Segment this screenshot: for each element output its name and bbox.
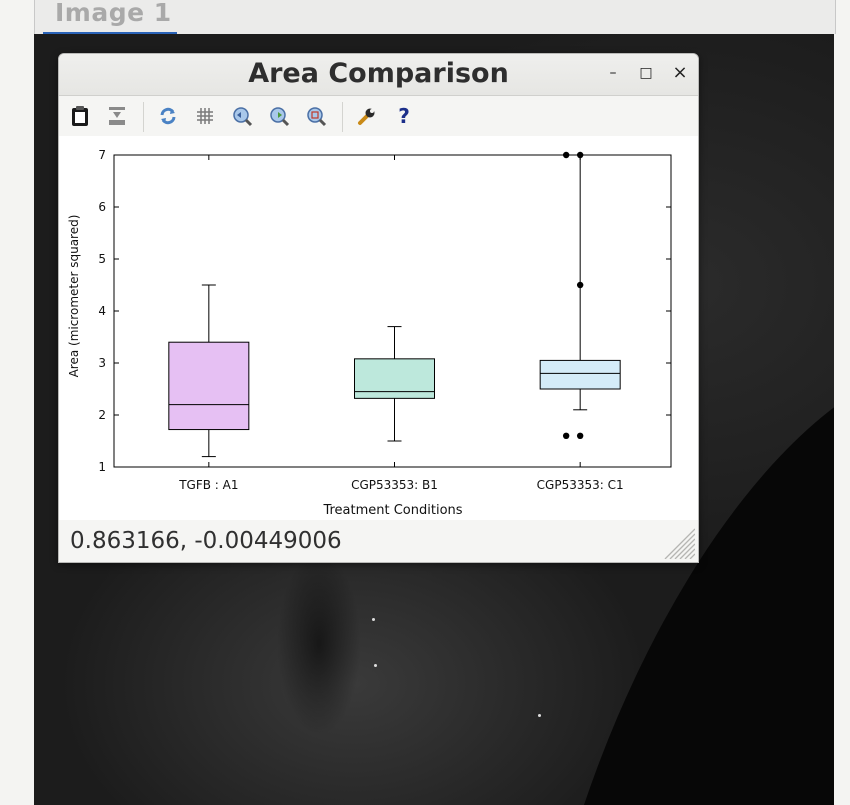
outlier-point	[562, 151, 570, 159]
help-icon: ?	[398, 104, 410, 128]
image-speck	[372, 618, 375, 621]
refresh-icon	[160, 107, 176, 125]
plot-area[interactable]: 1 2 3 4 5 6 7 TGFB : A1 CGP53353: B1 CGP53353: C1…	[59, 136, 698, 520]
zoom-out-button[interactable]	[230, 104, 254, 128]
y-tick-label: 2	[98, 408, 106, 422]
save-plot-button[interactable]	[105, 104, 129, 128]
iqr-box	[354, 358, 435, 399]
zoom-out-icon	[233, 107, 253, 127]
y-tick-label: 7	[98, 148, 106, 162]
image-speck	[374, 664, 377, 667]
y-tick-label: 4	[98, 304, 106, 318]
copy-clipboard-button[interactable]	[68, 104, 92, 128]
save-icon	[109, 107, 125, 125]
plot-toolbar: ?	[59, 96, 698, 136]
image-speck	[538, 714, 541, 717]
x-axis-label: Treatment Conditions	[322, 503, 462, 518]
y-axis-label: Area (micrometer squared)	[67, 215, 81, 378]
maximize-icon: □	[639, 65, 653, 81]
zoom-fit-icon	[307, 107, 327, 127]
plot-settings-button[interactable]	[355, 104, 379, 128]
clipboard-icon	[72, 106, 88, 126]
grid-icon	[197, 108, 213, 124]
box-plot-chart: 1 2 3 4 5 6 7 TGFB : A1 CGP53353: B1 CGP53353: C1…	[67, 148, 672, 518]
toolbar-separator	[143, 102, 144, 132]
toolbar-separator	[342, 102, 343, 132]
settings-wrench-icon	[358, 108, 375, 125]
y-tick-label: 1	[98, 460, 106, 474]
image-tab-bar: Image 1	[34, 0, 836, 35]
close-icon: ×	[672, 62, 688, 83]
x-tick-label: TGFB : A1	[178, 478, 238, 492]
y-tick-label: 5	[98, 252, 106, 266]
window-title: Area Comparison	[248, 58, 509, 89]
refresh-button[interactable]	[156, 104, 180, 128]
help-button[interactable]: ?	[392, 104, 416, 128]
x-tick-label: CGP53353: B1	[351, 478, 438, 492]
iqr-box	[539, 359, 621, 390]
x-tick-label: CGP53353: C1	[537, 478, 624, 492]
window-titlebar[interactable]: Area Comparison – □ ×	[59, 54, 698, 96]
image-tab[interactable]: Image 1	[43, 0, 177, 35]
image-tab-label: Image 1	[55, 0, 172, 27]
y-tick-label: 3	[98, 356, 106, 370]
close-button[interactable]: ×	[669, 62, 691, 84]
minimize-button[interactable]: –	[602, 62, 624, 84]
minimize-icon: –	[609, 65, 617, 81]
zoom-in-button[interactable]	[267, 104, 291, 128]
maximize-button[interactable]: □	[635, 62, 657, 84]
zoom-fit-button[interactable]	[304, 104, 328, 128]
iqr-box	[168, 341, 250, 431]
plot-window: Area Comparison – □ ×	[58, 53, 699, 563]
outlier-point	[576, 151, 584, 159]
resize-grip-icon[interactable]	[661, 525, 695, 559]
y-tick-label: 6	[98, 200, 106, 214]
outlier-point	[562, 432, 570, 439]
toggle-grid-button[interactable]	[193, 104, 217, 128]
outlier-point	[576, 432, 584, 439]
outlier-point	[576, 281, 584, 289]
status-bar: 0.863166, -0.00449006	[59, 520, 698, 562]
cursor-coordinates: 0.863166, -0.00449006	[70, 528, 342, 554]
zoom-in-icon	[270, 107, 290, 127]
